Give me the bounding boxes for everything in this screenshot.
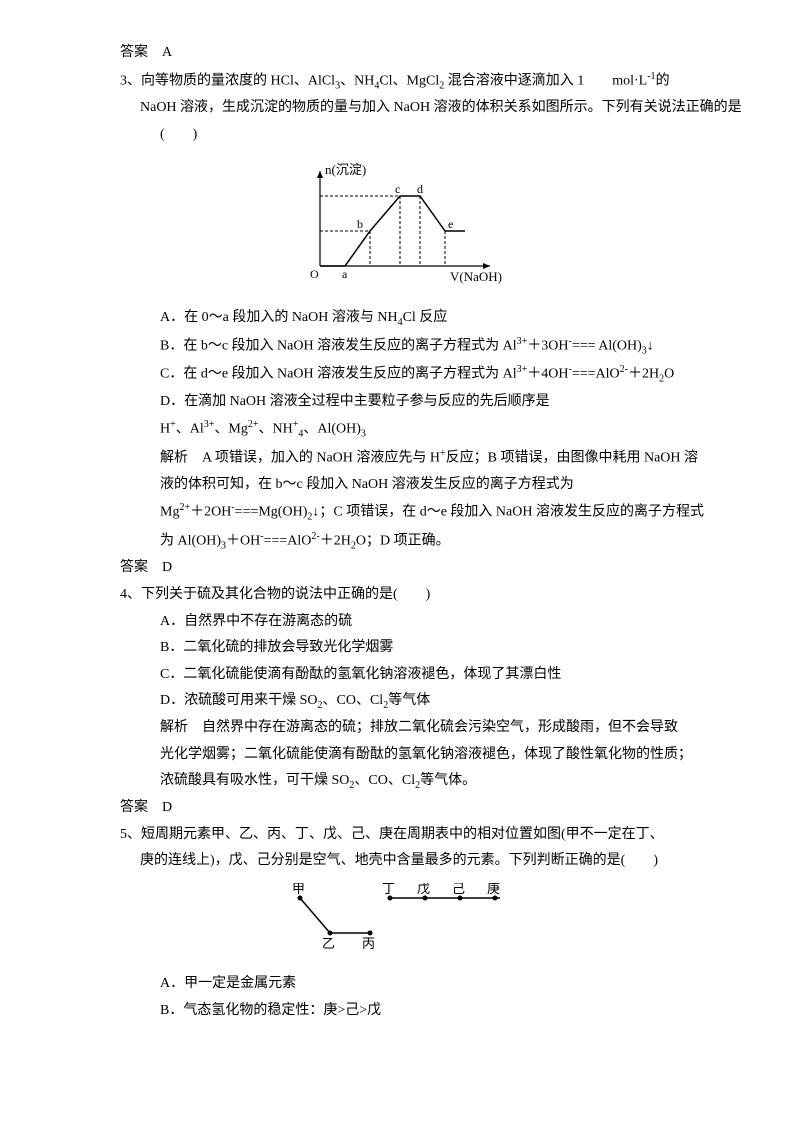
q5-graph: 甲 乙 丙 丁 戊 己 庚 — [50, 883, 750, 964]
t: Cl、MgCl — [379, 73, 439, 88]
svg-text:c: c — [395, 182, 400, 196]
q3-num: 3、 — [120, 73, 141, 88]
svg-text:己: 己 — [452, 883, 465, 896]
q3-block: 3、向等物质的量浓度的 HCl、AlCl3、NH4Cl、MgCl2 混合溶液中逐… — [50, 67, 750, 556]
q5-stem1: 5、短周期元素甲、乙、丙、丁、戊、己、庚在周期表中的相对位置如图(甲不一定在丁、 — [120, 822, 750, 849]
t: 混合溶液中逐滴加入 1 mol·L — [444, 73, 647, 88]
q2-answer: 答案 A — [120, 40, 750, 67]
q3-expl1: 解析 A 项错误，加入的 NaOH 溶液应先与 H+反应；B 项错误，由图像中耗… — [160, 444, 750, 472]
ylabel: n(沉淀) — [325, 162, 366, 177]
t: 的 — [656, 73, 670, 88]
q5-block: 5、短周期元素甲、乙、丙、丁、戊、己、庚在周期表中的相对位置如图(甲不一定在丁、… — [50, 822, 750, 1025]
q4-expl3: 浓硫酸具有吸水性，可干燥 SO2、CO、Cl2等气体。 — [160, 768, 750, 795]
q4-expl1: 解析 自然界中存在游离态的硫；排放二氧化硫会污染空气，形成酸雨，但不会导致 — [160, 715, 750, 742]
svg-text:d: d — [417, 182, 423, 196]
q3-optC: C．在 d～e 段加入 NaOH 溶液发生反应的离子方程式为 Al3+＋4OH-… — [160, 360, 750, 388]
q3-answer: 答案 D — [120, 555, 750, 582]
q4-expl2: 光化学烟雾；二氧化硫能使滴有酚酞的氢氧化钠溶液褪色，体现了酸性氧化物的性质； — [160, 742, 750, 769]
svg-text:a: a — [342, 267, 348, 281]
t: 、NH — [340, 73, 374, 88]
q5-optA: A．甲一定是金属元素 — [160, 971, 750, 998]
svg-text:e: e — [448, 217, 453, 231]
t: 向等物质的量浓度的 HCl、AlCl — [141, 73, 335, 88]
svg-text:乙: 乙 — [322, 936, 335, 951]
svg-text:O: O — [310, 267, 319, 281]
q5-stem2: 庚的连线上)，戊、己分别是空气、地壳中含量最多的元素。下列判断正确的是( ) — [140, 848, 750, 875]
q3-graph: n(沉淀) V(NaOH) O a b c d e — [50, 156, 750, 297]
svg-text:b: b — [357, 217, 363, 231]
q4-optB: B．二氧化硫的排放会导致光化学烟雾 — [160, 635, 750, 662]
q3-optD-line2: H+、Al3+、Mg2+、NH+4、Al(OH)3 — [160, 415, 750, 443]
q4-optD: D．浓硫酸可用来干燥 SO2、CO、Cl2等气体 — [160, 688, 750, 715]
q3-optB: B．在 b～c 段加入 NaOH 溶液发生反应的离子方程式为 Al3+＋3OH-… — [160, 332, 750, 360]
svg-text:庚: 庚 — [487, 883, 500, 896]
xlabel: V(NaOH) — [450, 269, 502, 284]
q5-optB: B．气态氢化物的稳定性：庚>己>戊 — [160, 998, 750, 1025]
q4-answer: 答案 D — [120, 795, 750, 822]
q3-optA: A．在 0～a 段加入的 NaOH 溶液与 NH4Cl 反应 — [160, 305, 750, 332]
svg-text:丁: 丁 — [382, 883, 395, 896]
q3-expl3: Mg2+＋2OH-===Mg(OH)2↓；C 项错误，在 d～e 段加入 NaO… — [160, 498, 750, 526]
q3-expl4: 为 Al(OH)3＋OH-===AlO2-＋2H2O；D 项正确。 — [160, 527, 750, 555]
svg-text:戊: 戊 — [417, 883, 430, 896]
q3-stem2: NaOH 溶液，生成沉淀的物质的量与加入 NaOH 溶液的体积关系如图所示。下列… — [140, 95, 750, 148]
q4-stem: 4、下列关于硫及其化合物的说法中正确的是( ) — [120, 582, 750, 609]
q4-block: 4、下列关于硫及其化合物的说法中正确的是( ) A．自然界中不存在游离态的硫 B… — [50, 582, 750, 795]
q3-expl2: 液的体积可知，在 b～c 段加入 NaOH 溶液发生反应的离子方程式为 — [160, 472, 750, 499]
q4-optA: A．自然界中不存在游离态的硫 — [160, 609, 750, 636]
svg-text:丙: 丙 — [362, 936, 375, 951]
q4-optC: C．二氧化硫能使滴有酚酞的氢氧化钠溶液褪色，体现了其漂白性 — [160, 662, 750, 689]
svg-text:甲: 甲 — [292, 883, 305, 896]
q3-optD: D．在滴加 NaOH 溶液全过程中主要粒子参与反应的先后顺序是 — [160, 389, 750, 416]
q3-stem: 3、向等物质的量浓度的 HCl、AlCl3、NH4Cl、MgCl2 混合溶液中逐… — [120, 67, 750, 95]
